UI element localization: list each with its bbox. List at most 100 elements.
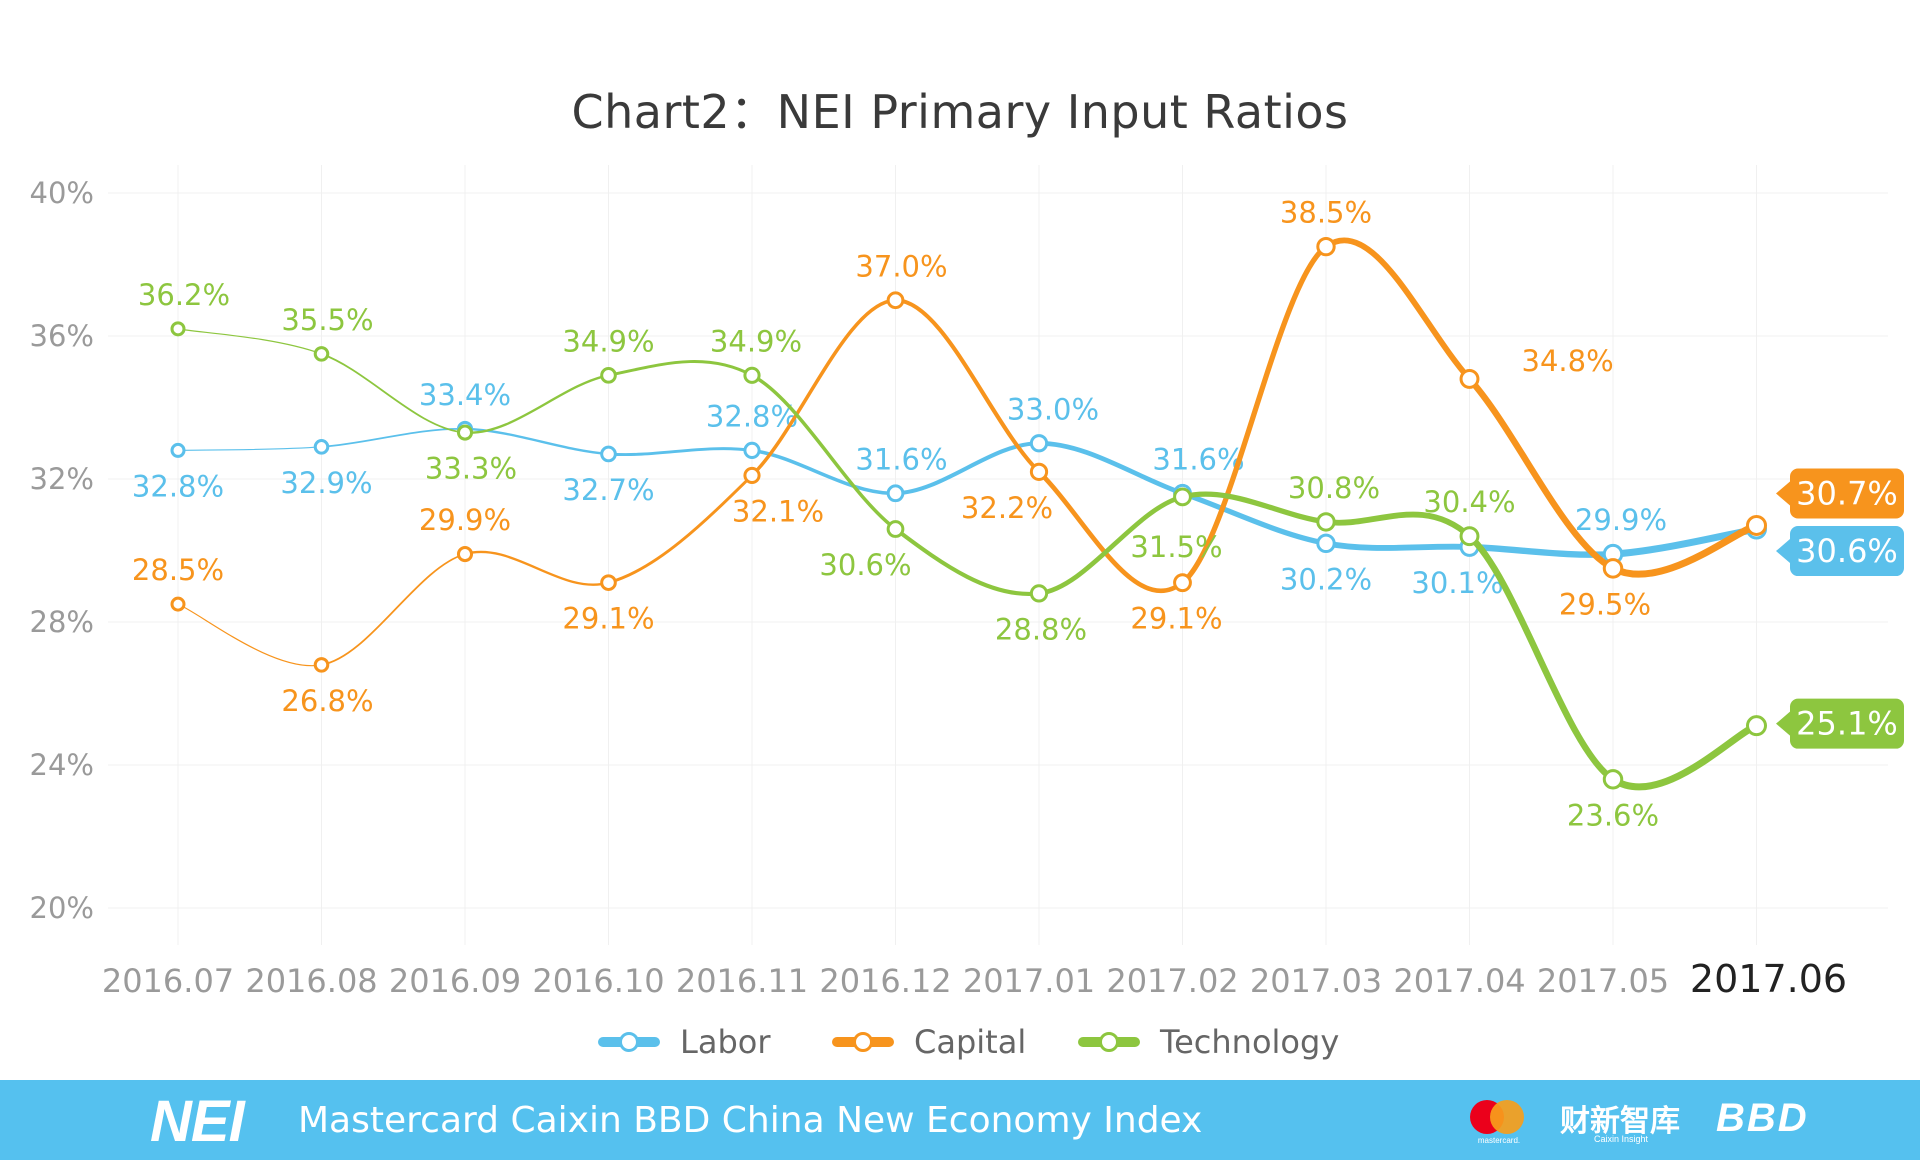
- series-line-segment: [1179, 491, 1329, 525]
- data-label: 32.7%: [562, 473, 654, 507]
- legend-item-technology[interactable]: Technology: [1078, 1018, 1339, 1066]
- data-point: [1602, 558, 1624, 579]
- data-point: [313, 346, 330, 362]
- series-line-segment: [177, 446, 323, 451]
- y-tick-label: 28%: [30, 605, 94, 639]
- legend-label-technology: Technology: [1160, 1023, 1340, 1061]
- data-label: 29.9%: [419, 503, 511, 537]
- data-label: 38.5%: [1280, 196, 1372, 230]
- series-line-segment: [1036, 494, 1185, 596]
- x-tick-label: 2016.08: [245, 962, 377, 1000]
- x-tick-label: 2016.07: [102, 962, 234, 1000]
- series-line-segment: [463, 374, 610, 434]
- data-label: 36.2%: [138, 278, 230, 312]
- data-point: [1029, 584, 1049, 603]
- data-point: [1316, 236, 1336, 257]
- data-label: 23.6%: [1567, 798, 1659, 832]
- series-line-segment: [1036, 440, 1185, 496]
- legend-item-labor[interactable]: Labor: [598, 1018, 770, 1066]
- data-point: [743, 366, 761, 384]
- series-labor: 32.8% 32.9% 33.4% 32.7% 32.8% 31.6% 33.0% 31.6%…: [132, 378, 1904, 600]
- x-tick-label: 2017.04: [1393, 962, 1525, 1000]
- callout-label: 30.6%: [1796, 532, 1898, 570]
- data-label: 30.8%: [1288, 471, 1380, 505]
- series-line-segment: [463, 427, 610, 456]
- data-label: 34.9%: [562, 324, 654, 358]
- data-point: [170, 596, 186, 612]
- data-point: [1459, 526, 1480, 547]
- series-line-segment: [1466, 375, 1617, 572]
- data-label: 28.8%: [995, 612, 1087, 646]
- data-point: [886, 484, 905, 503]
- y-tick-label: 20%: [30, 891, 94, 925]
- data-label: 29.1%: [1130, 602, 1222, 636]
- legend-item-capital[interactable]: Capital: [832, 1018, 1026, 1066]
- series-line-segment: [1609, 521, 1760, 578]
- data-label: 30.1%: [1411, 566, 1503, 600]
- series-line-segment: [177, 328, 323, 355]
- data-label: 31.5%: [1130, 530, 1222, 564]
- callout-label: 25.1%: [1796, 705, 1898, 743]
- end-value-callout: 25.1%: [1776, 698, 1904, 749]
- data-label: 31.6%: [855, 442, 947, 476]
- data-point: [1029, 462, 1049, 481]
- series-line-segment: [607, 447, 754, 457]
- legend-label-capital: Capital: [914, 1023, 1027, 1061]
- data-point: [1173, 573, 1192, 593]
- callout-label: 30.7%: [1796, 474, 1898, 512]
- series-line-segment: [1466, 532, 1617, 783]
- data-point: [743, 466, 761, 485]
- legend: Labor Capital Technology: [0, 1018, 1920, 1066]
- data-point: [170, 442, 186, 458]
- series-line-segment: [463, 550, 610, 586]
- data-label: 35.5%: [281, 303, 373, 337]
- callout-box: [1790, 698, 1904, 749]
- data-point: [600, 574, 617, 591]
- series-line-segment: [1323, 540, 1473, 551]
- mastercard-logo-text: mastercard.: [1477, 1136, 1521, 1145]
- data-label: 30.2%: [1280, 562, 1372, 596]
- callout-box: [1790, 468, 1904, 519]
- legend-swatch-technology: [1078, 1018, 1140, 1066]
- data-label: 31.6%: [1152, 442, 1244, 476]
- x-tick-label: 2016.10: [532, 962, 664, 1000]
- footer-banner: NEI Mastercard Caixin BBD China New Econ…: [0, 1080, 1920, 1160]
- series-line-segment: [177, 603, 323, 667]
- data-point: [1316, 533, 1336, 554]
- series-line-segment: [893, 527, 1042, 597]
- data-label: 29.1%: [562, 602, 654, 636]
- series-line-segment: [320, 352, 466, 434]
- series-capital: 28.5% 26.8% 29.9% 29.1% 32.1% 37.0% 32.2% 29.1%…: [132, 196, 1904, 718]
- data-label: 32.8%: [706, 399, 798, 433]
- x-tick-label: 2017.05: [1537, 962, 1669, 1000]
- bbd-logo: BBD: [1716, 1096, 1809, 1140]
- data-label: 30.6%: [819, 548, 911, 582]
- data-label: 32.2%: [961, 491, 1053, 525]
- data-point: [313, 657, 330, 673]
- data-point: [1746, 514, 1767, 536]
- data-label: 34.9%: [710, 324, 802, 358]
- data-label: 37.0%: [855, 249, 947, 283]
- data-label: 29.9%: [1575, 503, 1667, 537]
- series-line-segment: [607, 473, 754, 585]
- x-tick-label: 2016.09: [389, 962, 521, 1000]
- mastercard-logo: mastercard.: [1468, 1092, 1530, 1152]
- data-point: [600, 367, 617, 384]
- data-point: [600, 445, 617, 463]
- callout-box: [1790, 526, 1904, 577]
- legend-swatch-capital: [832, 1018, 894, 1066]
- data-point: [170, 321, 186, 337]
- series-line-segment: [607, 360, 754, 377]
- data-label: 26.8%: [281, 684, 373, 718]
- data-point: [886, 291, 905, 310]
- data-label: 32.1%: [732, 494, 824, 528]
- x-tick-label: 2017.02: [1106, 962, 1238, 1000]
- data-point: [886, 520, 905, 538]
- caixin-insight-logo: 财新智库: [1560, 1104, 1680, 1139]
- series-line-segment: [1323, 237, 1473, 382]
- series-line-segment: [320, 553, 466, 666]
- data-label: 28.5%: [132, 553, 224, 587]
- x-tick-label: 2017.06: [1690, 957, 1847, 1001]
- data-label: 33.3%: [425, 452, 517, 486]
- x-tick-label: 2016.12: [819, 962, 951, 1000]
